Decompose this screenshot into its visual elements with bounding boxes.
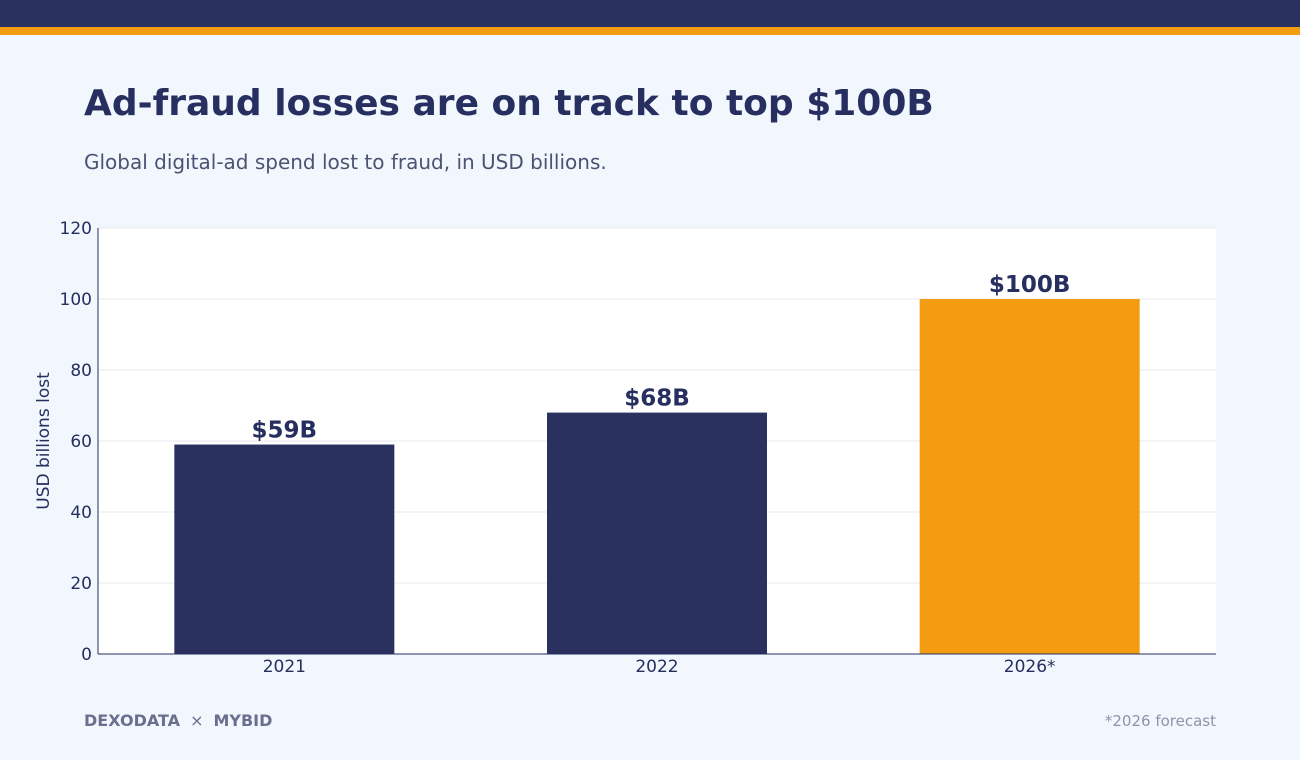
accent-stripe	[0, 27, 1300, 35]
top-bar	[0, 0, 1300, 27]
brand-separator: ×	[190, 711, 204, 730]
y-tick-label: 40	[70, 503, 92, 523]
data-label: $59B	[252, 418, 318, 444]
y-tick-label: 100	[60, 290, 92, 310]
bar	[547, 412, 767, 654]
x-tick-label: 2021	[263, 657, 306, 677]
page-subtitle: Global digital-ad spend lost to fraud, i…	[84, 150, 607, 174]
page-title: Ad-fraud losses are on track to top $100…	[84, 83, 934, 124]
x-tick-label: 2026*	[1004, 657, 1056, 677]
data-label: $68B	[624, 386, 690, 412]
x-tick-label: 2022	[635, 657, 678, 677]
bar	[174, 444, 395, 654]
y-axis-label: USD billions lost	[34, 372, 54, 510]
y-tick-label: 120	[60, 219, 92, 239]
forecast-footnote: *2026 forecast	[1104, 712, 1216, 730]
brand-credit: DEXODATA × MYBID	[84, 710, 272, 732]
brand-left: DEXODATA	[84, 711, 181, 730]
y-tick-label: 60	[70, 432, 92, 452]
bar	[919, 299, 1140, 654]
y-tick-label: 0	[81, 645, 92, 665]
y-tick-label: 80	[70, 361, 92, 381]
y-tick-label: 20	[70, 574, 92, 594]
brand-right: MYBID	[213, 711, 273, 730]
data-label: $100B	[989, 272, 1071, 298]
